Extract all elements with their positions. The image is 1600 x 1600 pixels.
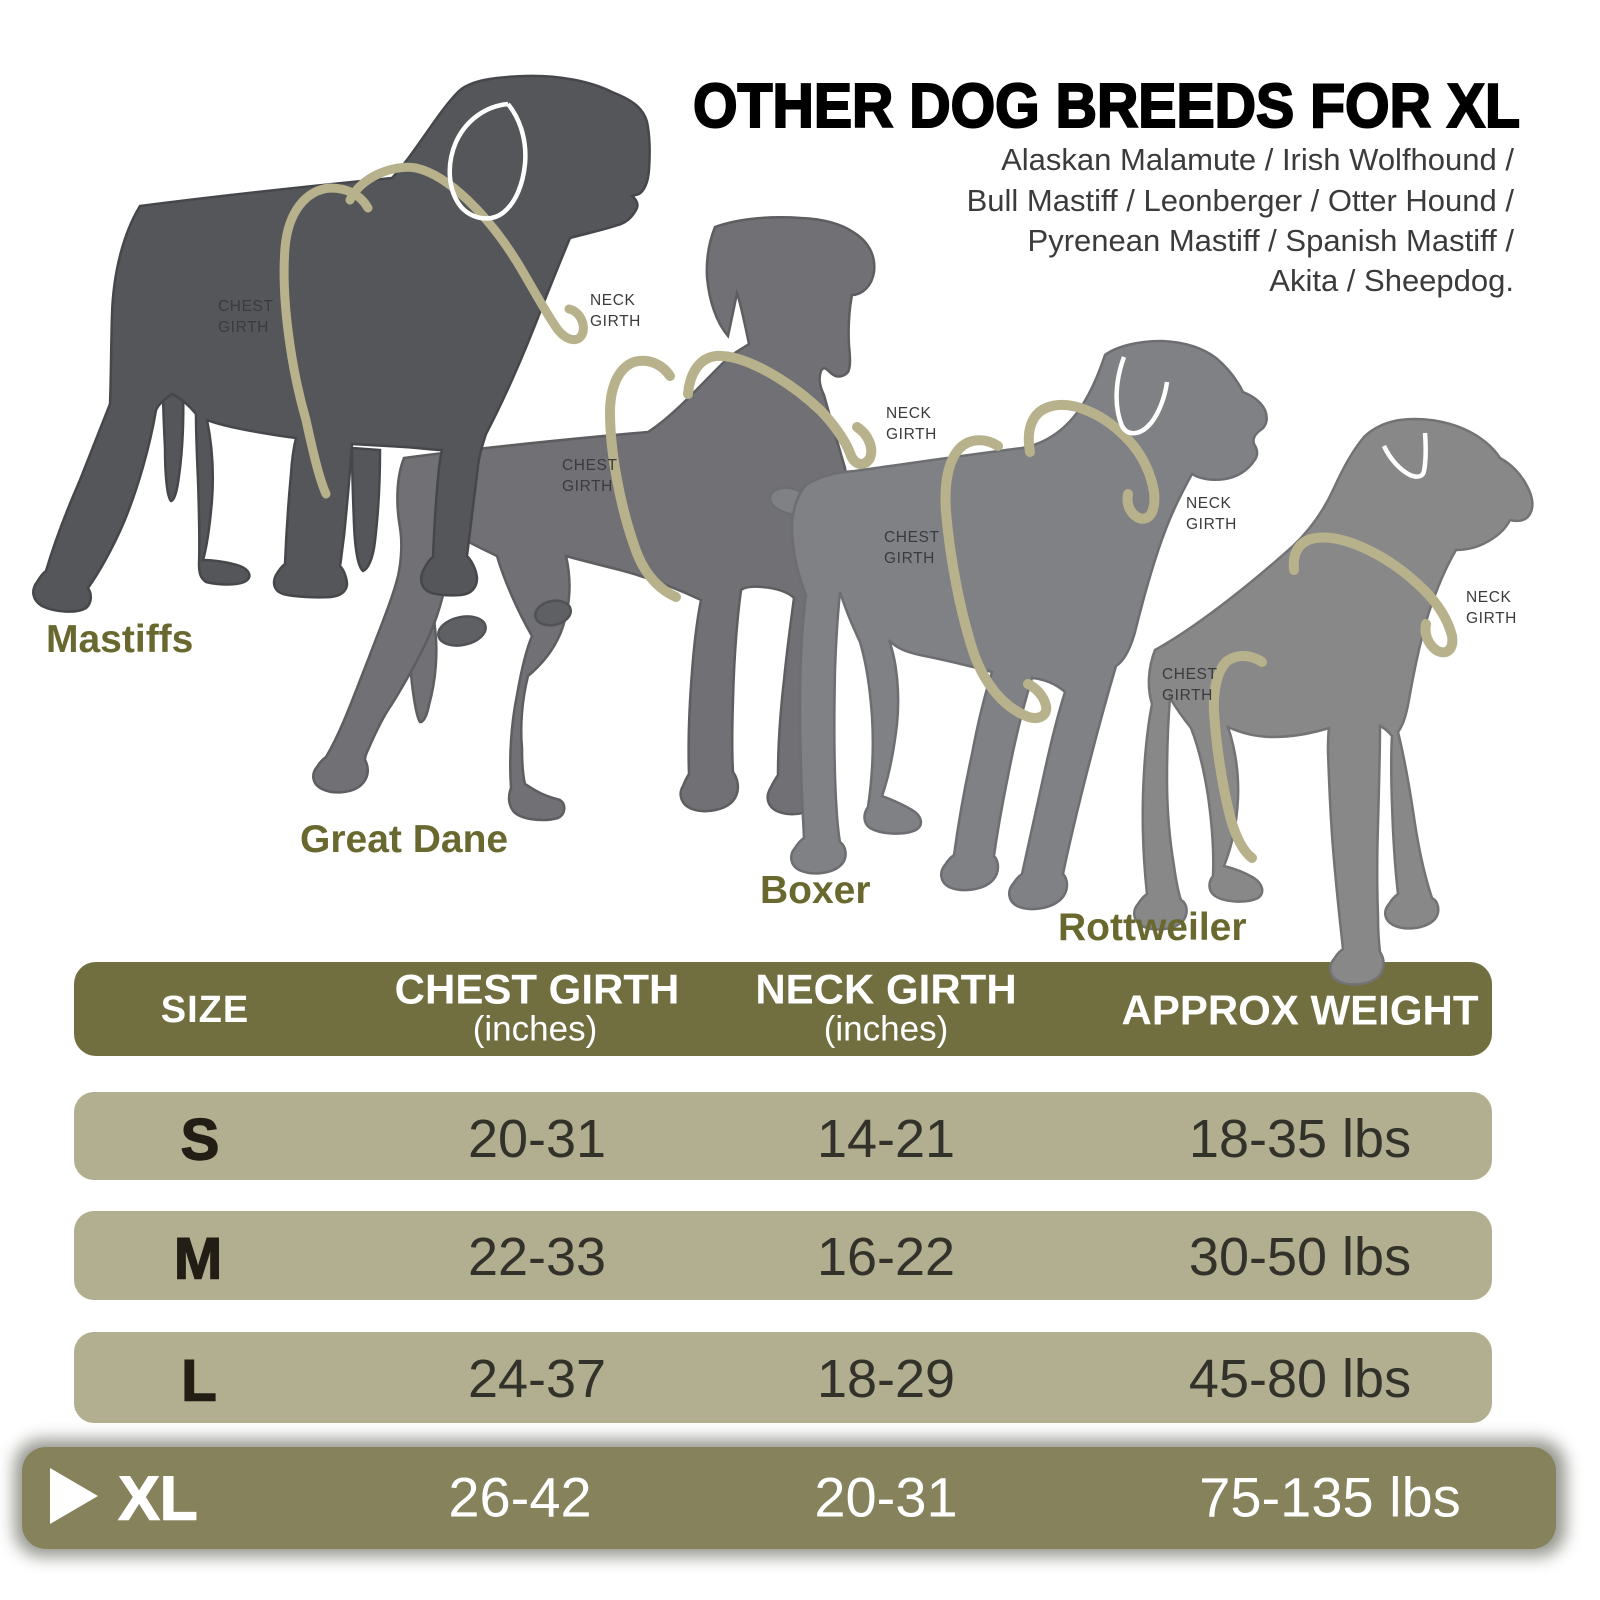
svg-text:Akita / Sheepdog.: Akita / Sheepdog. bbox=[1269, 263, 1514, 298]
svg-text:NECK GIRTH: NECK GIRTH bbox=[755, 966, 1016, 1013]
svg-text:GIRTH: GIRTH bbox=[562, 478, 613, 495]
svg-text:Bull Mastiff / Leonberger / Ot: Bull Mastiff / Leonberger / Otter Hound … bbox=[967, 183, 1515, 218]
svg-text:GIRTH: GIRTH bbox=[1186, 516, 1237, 533]
svg-text:26-42: 26-42 bbox=[448, 1466, 591, 1529]
svg-text:APPROX WEIGHT: APPROX WEIGHT bbox=[1121, 987, 1478, 1034]
svg-text:(inches): (inches) bbox=[824, 1010, 948, 1049]
svg-text:Pyrenean Mastiff / Spanish Mas: Pyrenean Mastiff / Spanish Mastiff / bbox=[1028, 223, 1515, 258]
svg-text:30-50 lbs: 30-50 lbs bbox=[1189, 1227, 1411, 1287]
svg-text:NECK: NECK bbox=[590, 292, 636, 309]
svg-text:Mastiffs: Mastiffs bbox=[46, 618, 193, 661]
svg-text:Boxer: Boxer bbox=[760, 869, 871, 912]
svg-text:GIRTH: GIRTH bbox=[1162, 687, 1213, 704]
svg-text:SIZE: SIZE bbox=[161, 989, 249, 1031]
svg-text:GIRTH: GIRTH bbox=[886, 426, 937, 443]
svg-text:14-21: 14-21 bbox=[817, 1109, 955, 1169]
svg-text:CHEST: CHEST bbox=[562, 457, 618, 474]
svg-text:GIRTH: GIRTH bbox=[884, 550, 935, 567]
svg-text:CHEST: CHEST bbox=[1162, 666, 1218, 683]
svg-text:16-22: 16-22 bbox=[817, 1227, 955, 1287]
svg-text:Alaskan Malamute / Irish Wolfh: Alaskan Malamute / Irish Wolfhound / bbox=[1001, 142, 1514, 177]
svg-text:OTHER DOG BREEDS FOR XL: OTHER DOG BREEDS FOR XL bbox=[693, 72, 1520, 141]
svg-text:M: M bbox=[174, 1227, 222, 1292]
svg-text:18-35 lbs: 18-35 lbs bbox=[1189, 1109, 1411, 1169]
svg-text:20-31: 20-31 bbox=[468, 1109, 606, 1169]
svg-text:24-37: 24-37 bbox=[468, 1349, 606, 1409]
svg-text:20-31: 20-31 bbox=[814, 1466, 957, 1529]
svg-text:(inches): (inches) bbox=[473, 1010, 597, 1049]
svg-text:Great Dane: Great Dane bbox=[300, 818, 508, 861]
svg-text:NECK: NECK bbox=[886, 405, 932, 422]
svg-text:45-80 lbs: 45-80 lbs bbox=[1189, 1349, 1411, 1409]
svg-text:CHEST GIRTH: CHEST GIRTH bbox=[395, 966, 680, 1013]
svg-text:GIRTH: GIRTH bbox=[1466, 610, 1517, 627]
svg-text:GIRTH: GIRTH bbox=[590, 313, 641, 330]
svg-text:CHEST: CHEST bbox=[884, 529, 940, 546]
svg-text:XL: XL bbox=[118, 1465, 197, 1534]
svg-text:Rottweiler: Rottweiler bbox=[1058, 906, 1247, 949]
svg-text:GIRTH: GIRTH bbox=[218, 319, 269, 336]
svg-text:NECK: NECK bbox=[1466, 589, 1512, 606]
svg-text:L: L bbox=[181, 1349, 216, 1414]
svg-text:CHEST: CHEST bbox=[218, 298, 274, 315]
svg-text:S: S bbox=[181, 1108, 220, 1173]
svg-text:75-135 lbs: 75-135 lbs bbox=[1199, 1466, 1461, 1529]
svg-text:NECK: NECK bbox=[1186, 495, 1232, 512]
svg-text:22-33: 22-33 bbox=[468, 1227, 606, 1287]
svg-text:18-29: 18-29 bbox=[817, 1349, 955, 1409]
